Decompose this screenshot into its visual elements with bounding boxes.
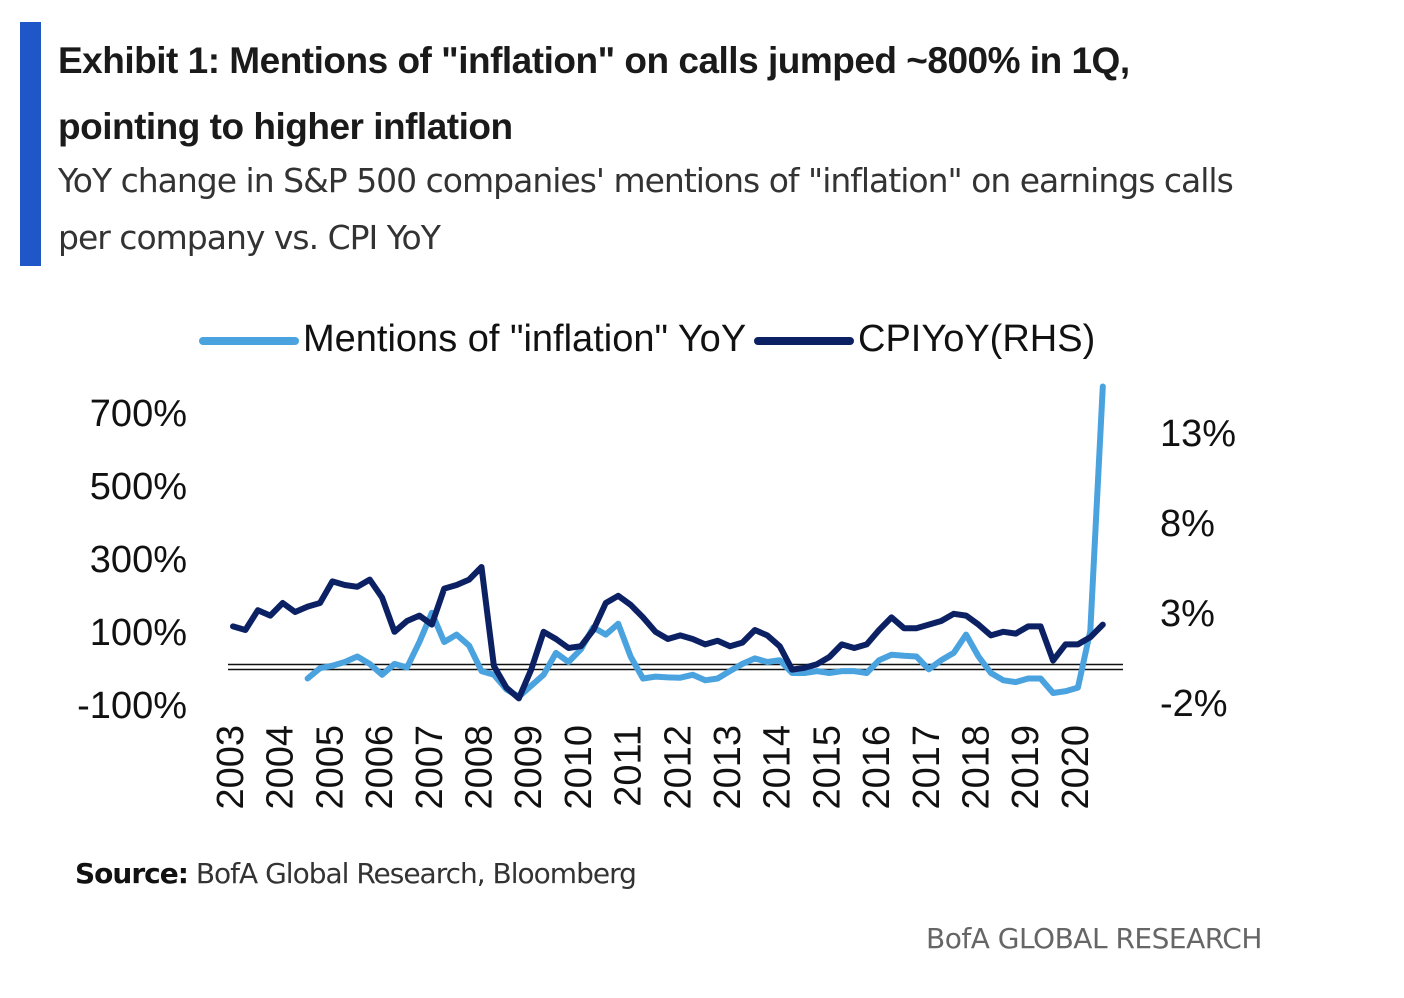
x-tick-label: 2005 (309, 725, 351, 810)
x-tick-label: 2014 (757, 725, 799, 810)
right-tick-label: 3% (1160, 593, 1215, 635)
x-tick-label: 2015 (806, 725, 848, 810)
chart-area: Mentions of "inflation" YoY CPIYoY(RHS) … (77, 318, 1236, 810)
footer-brand: BofA GLOBAL RESEARCH (926, 922, 1262, 955)
series-lines (230, 383, 1106, 702)
source-text: BofA Global Research, Bloomberg (195, 857, 637, 890)
x-tick-label: 2011 (608, 725, 650, 807)
right-tick-label: 8% (1160, 503, 1215, 545)
left-tick-label: -100% (77, 685, 187, 727)
legend-label-mentions: Mentions of "inflation" YoY (303, 318, 746, 360)
chart-subtitle: YoY change in S&P 500 companies' mention… (58, 161, 1234, 257)
accent-bar (20, 22, 41, 266)
x-tick-label: 2010 (558, 725, 600, 810)
x-tick-label: 2017 (906, 725, 948, 810)
right-tick-label: 13% (1160, 413, 1236, 455)
right-axis-ticks: 13% 8% 3% -2% (1160, 413, 1236, 725)
x-tick-label: 2007 (409, 725, 451, 810)
source-label: Source: (75, 857, 189, 890)
right-tick-label: -2% (1160, 683, 1228, 725)
x-tick-label: 2016 (856, 725, 898, 810)
source-note: Source: BofA Global Research, Bloomberg (75, 857, 637, 890)
x-tick-label: 2003 (210, 725, 252, 810)
left-axis-ticks: 700% 500% 300% 100% -100% (77, 393, 187, 727)
series-line-cpi (230, 564, 1106, 702)
x-tick-label: 2004 (260, 725, 302, 810)
legend: Mentions of "inflation" YoY CPIYoY(RHS) (199, 318, 1095, 360)
x-tick-label: 2013 (707, 725, 749, 810)
left-tick-label: 100% (90, 612, 187, 654)
x-tick-label: 2020 (1055, 725, 1097, 810)
left-tick-label: 700% (90, 393, 187, 435)
x-tick-label: 2018 (956, 725, 998, 810)
chart-title: Exhibit 1: Mentions of "inflation" on ca… (58, 40, 1130, 147)
series-line-mentions (304, 383, 1106, 700)
legend-label-cpi: CPIYoY(RHS) (858, 318, 1095, 360)
x-tick-label: 2019 (1005, 725, 1047, 810)
left-tick-label: 300% (90, 539, 187, 581)
left-tick-label: 500% (90, 466, 187, 508)
x-tick-label: 2006 (359, 725, 401, 810)
x-tick-label: 2009 (508, 725, 550, 810)
x-tick-label: 2012 (657, 725, 699, 810)
x-axis-ticks: 2003 2004 2005 2006 2007 2008 2009 2010 2011 2012… (210, 725, 1097, 810)
x-tick-label: 2008 (459, 725, 501, 810)
